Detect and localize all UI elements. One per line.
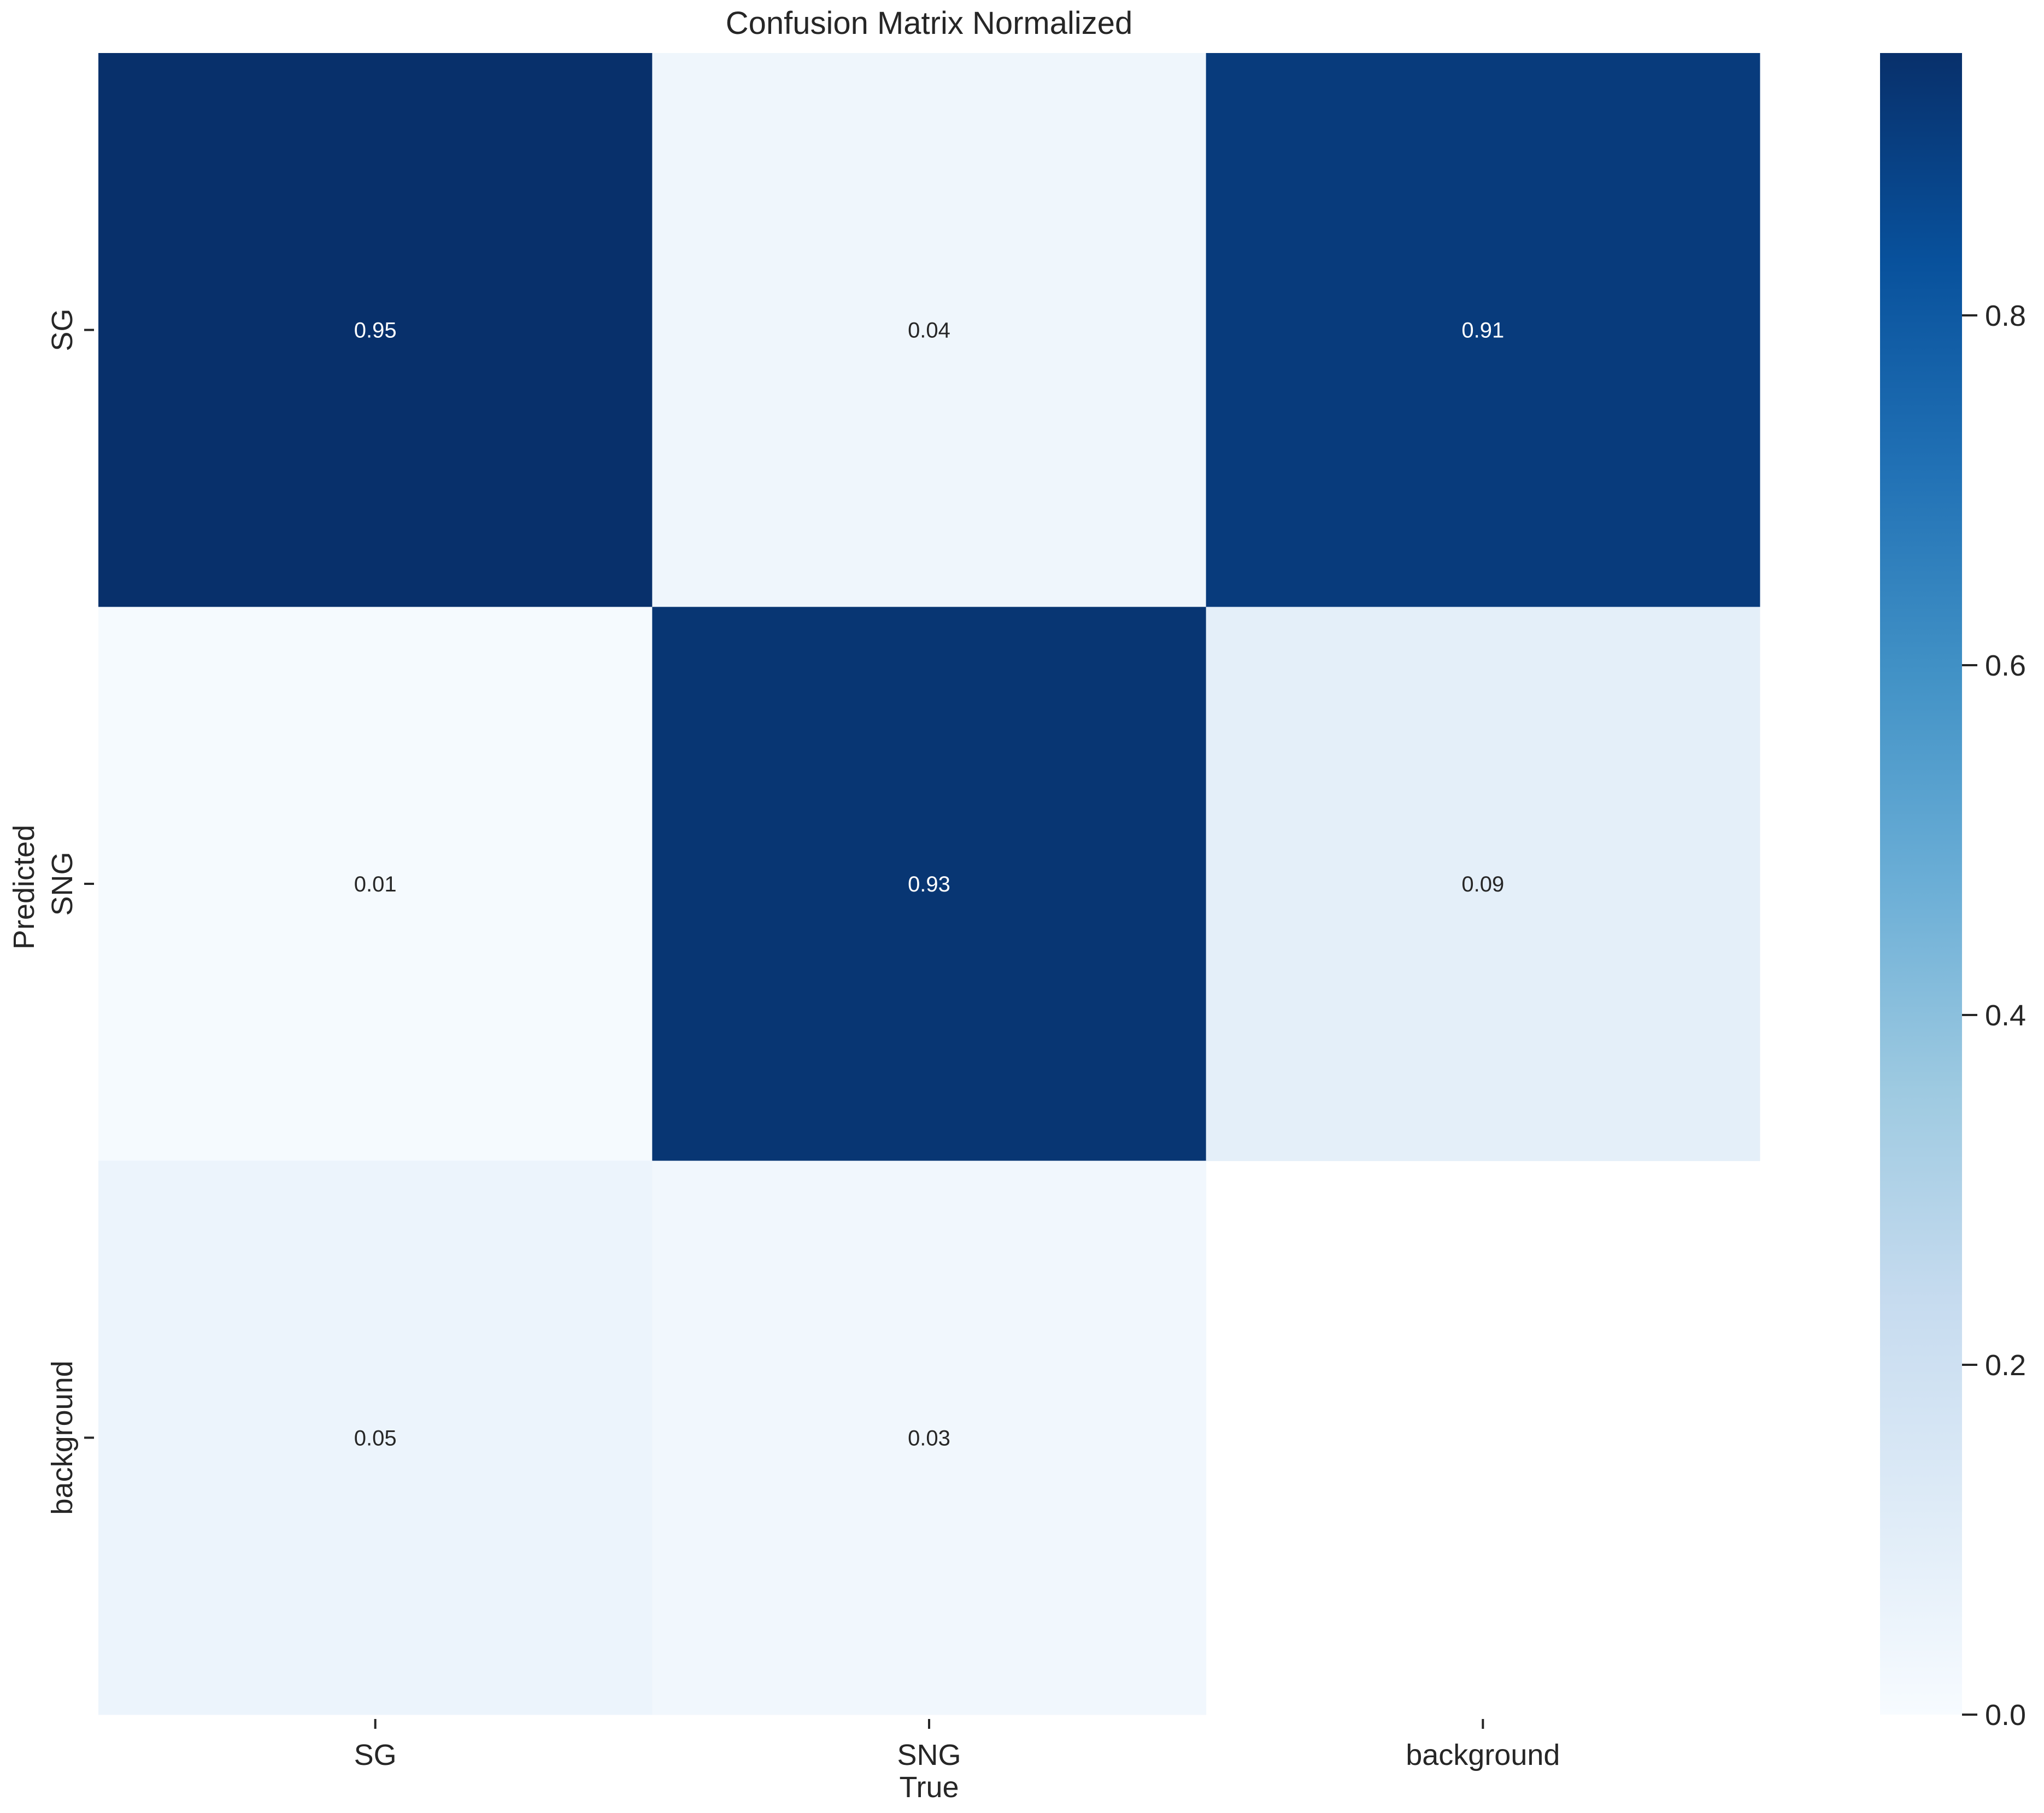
colorbar-tick-label: 0.0 bbox=[1985, 1699, 2026, 1732]
heatmap-cells bbox=[98, 53, 1760, 1715]
heatmap-cell bbox=[652, 1160, 1207, 1715]
y-axis-label: Predicted bbox=[8, 825, 40, 949]
heatmap-cell bbox=[1206, 607, 1760, 1161]
cell-value-label: 0.09 bbox=[1461, 872, 1504, 896]
heatmap-cell bbox=[98, 1160, 653, 1715]
cell-value-label: 0.04 bbox=[908, 319, 950, 343]
heatmap-cell bbox=[98, 53, 653, 607]
heatmap-cell bbox=[652, 607, 1207, 1161]
y-axis-ticks: SG SNG background bbox=[46, 309, 94, 1515]
cell-value-label: 0.05 bbox=[354, 1426, 397, 1450]
colorbar-tick-label: 0.6 bbox=[1985, 649, 2026, 682]
chart-title: Confusion Matrix Normalized bbox=[726, 5, 1133, 41]
colorbar-tick-label: 0.8 bbox=[1985, 300, 2026, 332]
y-tick-label: SNG bbox=[46, 852, 79, 916]
y-tick-label: SG bbox=[46, 309, 79, 351]
colorbar-tick-label: 0.2 bbox=[1985, 1349, 2026, 1382]
colorbar-tick-label: 0.4 bbox=[1985, 999, 2026, 1032]
colorbar-ticks: 0.0 0.2 0.4 0.6 0.8 bbox=[1962, 300, 2026, 1732]
heatmap-cell bbox=[1206, 53, 1760, 607]
cell-value-label: 0.93 bbox=[908, 872, 950, 896]
colorbar bbox=[1880, 53, 1962, 1715]
x-tick-label: SNG bbox=[897, 1739, 961, 1771]
cell-value-label: 0.03 bbox=[908, 1426, 950, 1450]
x-tick-label: background bbox=[1406, 1739, 1560, 1771]
y-tick-label: background bbox=[46, 1360, 79, 1515]
heatmap-cell bbox=[98, 607, 653, 1161]
cell-value-label: 0.91 bbox=[1461, 319, 1504, 343]
heatmap-cell bbox=[652, 53, 1207, 607]
cell-value-label: 0.01 bbox=[354, 872, 397, 896]
x-axis-label: True bbox=[899, 1771, 959, 1804]
x-tick-label: SG bbox=[354, 1739, 397, 1771]
cell-value-label: 0.95 bbox=[354, 319, 397, 343]
x-axis-ticks: SG SNG background bbox=[354, 1719, 1560, 1771]
heatmap-cell-labels: 0.95 0.04 0.91 0.01 0.93 0.09 0.05 0.03 bbox=[354, 319, 1505, 1451]
